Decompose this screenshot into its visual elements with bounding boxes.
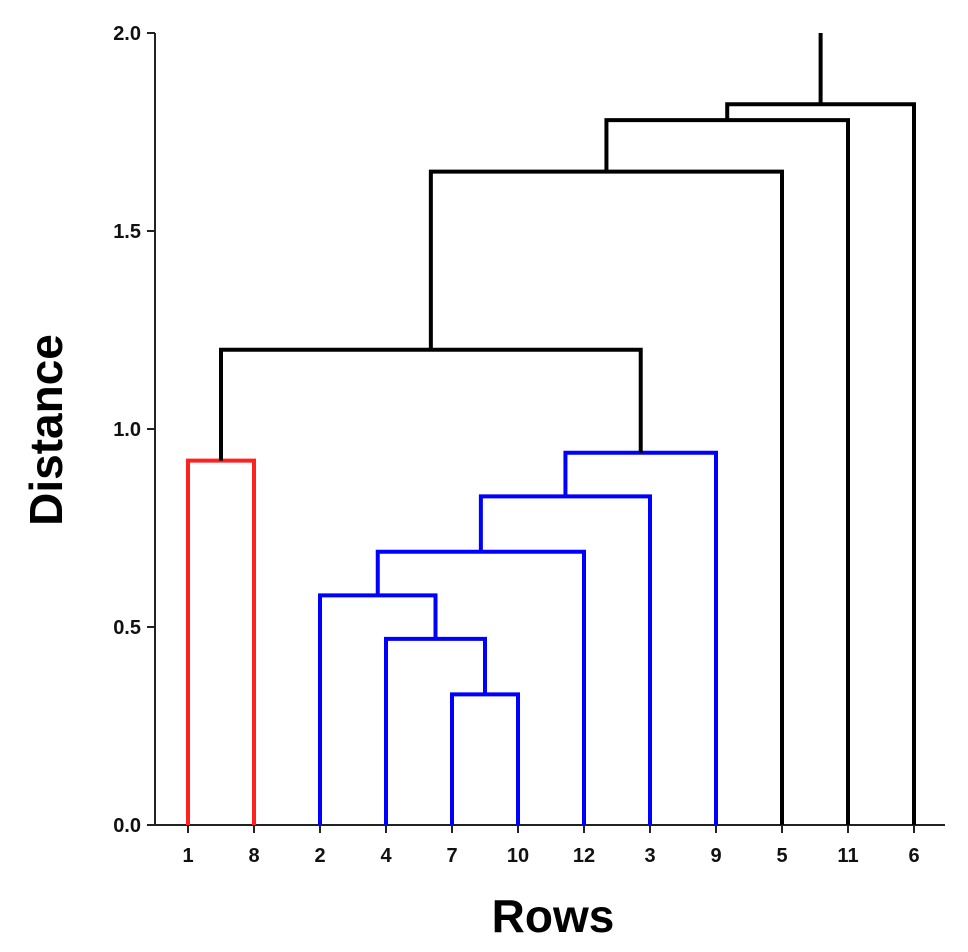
dendrogram-branches [186,33,916,825]
branch-m2 [384,636,487,825]
y-tick-label: 1.5 [113,221,141,243]
x-tick-label: 5 [776,845,787,867]
x-tick-label: 8 [248,845,259,867]
y-tick-label: 0.5 [113,617,141,639]
x-tick-label: 7 [446,845,457,867]
y-tick-label: 0.0 [113,815,141,837]
x-tick-label: 9 [710,845,721,867]
branch-m5 [478,494,652,825]
x-tick-label: 3 [644,845,655,867]
x-tick-label: 6 [908,845,919,867]
branch-m3 [318,593,438,825]
x-tick-label: 12 [573,845,595,867]
y-tick-label: 2.0 [113,23,141,45]
branch-m4 [375,549,586,825]
branch-m7 [563,450,718,825]
x-tick-label: 4 [380,845,392,867]
x-tick-label: 2 [314,845,325,867]
branch-m10 [604,118,850,825]
y-axis-title: Distance [20,334,72,526]
x-tick-label: 1 [182,845,193,867]
y-tick-label: 1.0 [113,419,141,441]
axes [147,32,945,833]
tick-labels: 0.0 0.5 1.0 1.5 2.0 1 8 2 4 7 10 12 3 9 5 11 6 [113,23,919,867]
branch-m11 [725,102,916,825]
branch-m1 [450,692,520,825]
branch-m8 [219,347,643,461]
x-tick-label: 10 [507,845,529,867]
x-tick-label: 11 [837,845,858,867]
x-axis-title: Rows [492,890,615,942]
branch-m6 [186,458,256,825]
